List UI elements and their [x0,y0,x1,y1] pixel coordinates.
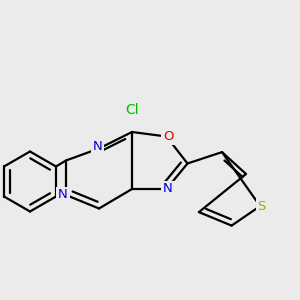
Text: N: N [93,140,102,153]
Text: S: S [257,200,266,213]
Text: N: N [58,188,68,202]
Text: N: N [163,182,173,196]
Text: O: O [163,130,173,143]
Text: Cl: Cl [125,103,139,116]
